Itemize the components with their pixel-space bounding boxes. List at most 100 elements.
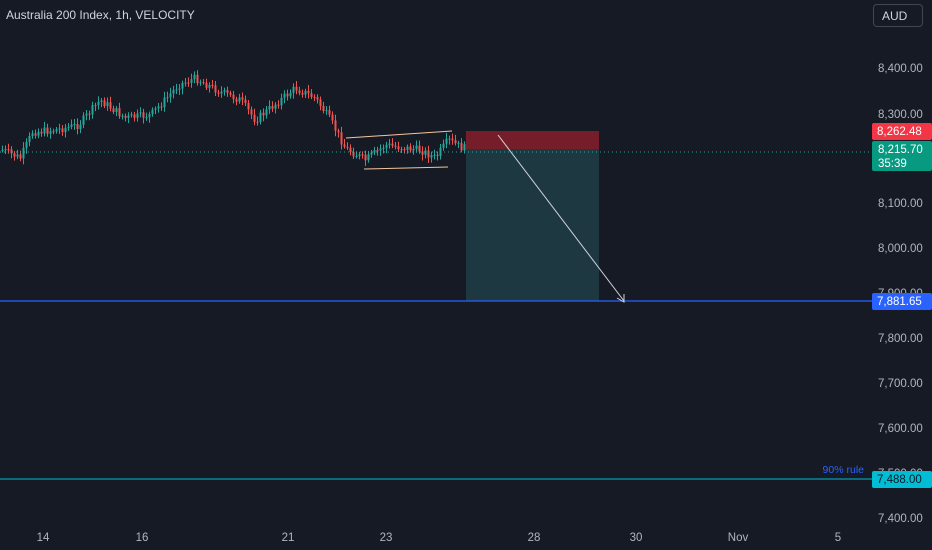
rule-label: 90% rule: [823, 464, 865, 476]
wedge-upper-line[interactable]: [345, 130, 453, 139]
take-profit-zone[interactable]: [466, 149, 599, 301]
time-axis-tick: 21: [282, 532, 295, 544]
candle-body: [139, 112, 142, 114]
candle-body: [256, 121, 259, 123]
time-axis-tick: 16: [136, 532, 149, 544]
candle-body: [106, 102, 109, 107]
candle-body: [127, 115, 130, 118]
candle-body: [166, 97, 169, 99]
candle-body: [424, 150, 427, 155]
candle-body: [325, 110, 328, 112]
time-axis-tick: 14: [37, 532, 50, 544]
stop-loss-zone[interactable]: [466, 131, 599, 149]
candle-body: [91, 105, 94, 115]
candle-body: [178, 88, 181, 90]
candle-body: [364, 154, 367, 161]
candle-body: [415, 145, 418, 150]
candle-body: [217, 92, 220, 94]
target-price-tag: 7,881.65: [872, 293, 932, 310]
candle-body: [394, 145, 397, 147]
candle-body: [412, 149, 415, 151]
wedge-lower-line[interactable]: [363, 166, 449, 170]
candle-body: [283, 93, 286, 98]
candle-body: [286, 93, 289, 97]
candle-body: [250, 109, 253, 115]
candle-body: [145, 117, 148, 119]
candle-body: [121, 115, 124, 117]
candle-body: [82, 115, 85, 125]
candle-body: [211, 84, 214, 86]
candle-body: [436, 154, 439, 156]
candle-body: [7, 149, 10, 151]
candle-body: [136, 113, 139, 118]
candle-body: [280, 97, 283, 106]
candle-body: [34, 133, 37, 136]
candle-body: [451, 138, 454, 141]
candle-body: [310, 93, 313, 97]
candle-body: [115, 108, 118, 113]
candle-body: [187, 82, 190, 84]
price-axis-tick: 7,600.00: [878, 423, 923, 435]
candle-body: [130, 114, 133, 116]
candle-body: [229, 92, 232, 95]
candle-body: [430, 155, 433, 158]
candle-body: [274, 104, 277, 109]
candle-body: [160, 106, 163, 108]
price-axis-tick: 8,100.00: [878, 198, 923, 210]
candle-body: [151, 109, 154, 114]
time-axis-tick: 28: [528, 532, 541, 544]
candle-body: [100, 100, 103, 102]
candle-body: [148, 113, 151, 118]
rule-level-tag: 7,488.00: [872, 471, 932, 488]
candle-body: [208, 84, 211, 88]
rule-level-tag-text: 7,488.00: [877, 474, 922, 486]
candle-body: [379, 148, 382, 151]
candlestick-series: [1, 70, 466, 167]
candle-body: [43, 127, 46, 134]
candle-body: [463, 144, 466, 151]
candle-body: [55, 129, 58, 132]
candle-body: [340, 132, 343, 145]
candle-body: [235, 99, 238, 102]
arrow-down-right-icon[interactable]: [497, 134, 625, 303]
candle-body: [322, 105, 325, 112]
candle-body: [259, 112, 262, 122]
candle-body: [265, 109, 268, 116]
candle-body: [448, 138, 451, 140]
candle-body: [355, 156, 358, 158]
candle-body: [244, 99, 247, 103]
wedge-pattern[interactable]: [345, 130, 453, 170]
candle-body: [13, 153, 16, 157]
candle-body: [4, 149, 7, 151]
price-axis-tick: 8,300.00: [878, 109, 923, 121]
candle-body: [253, 114, 256, 122]
candle-body: [433, 154, 436, 156]
candle-body: [220, 91, 223, 94]
candle-body: [73, 124, 76, 126]
candle-body: [445, 138, 448, 144]
candle-body: [67, 126, 70, 128]
candle-body: [343, 144, 346, 147]
candle-body: [226, 90, 229, 93]
candle-body: [361, 154, 364, 156]
candle-body: [31, 133, 34, 137]
candle-body: [427, 150, 430, 158]
candle-body: [262, 112, 265, 116]
candle-body: [295, 86, 298, 91]
candle-body: [406, 146, 409, 150]
chart-title: Australia 200 Index, 1h, VELOCITY: [6, 8, 195, 22]
candle-body: [142, 112, 145, 118]
candle-body: [442, 143, 445, 148]
candle-body: [76, 124, 79, 129]
price-axis: 8,400.00 8,300.00 8,100.00 8,000.00 7,90…: [878, 63, 923, 525]
currency-button[interactable]: AUD: [873, 4, 923, 27]
candle-body: [112, 108, 115, 113]
short-position-tool[interactable]: [466, 131, 599, 301]
candle-body: [457, 142, 460, 144]
candle-body: [199, 82, 202, 84]
candle-body: [370, 152, 373, 155]
candle-body: [10, 149, 13, 154]
candle-body: [268, 106, 271, 110]
stop-loss-tag: 8,262.48: [872, 123, 932, 140]
